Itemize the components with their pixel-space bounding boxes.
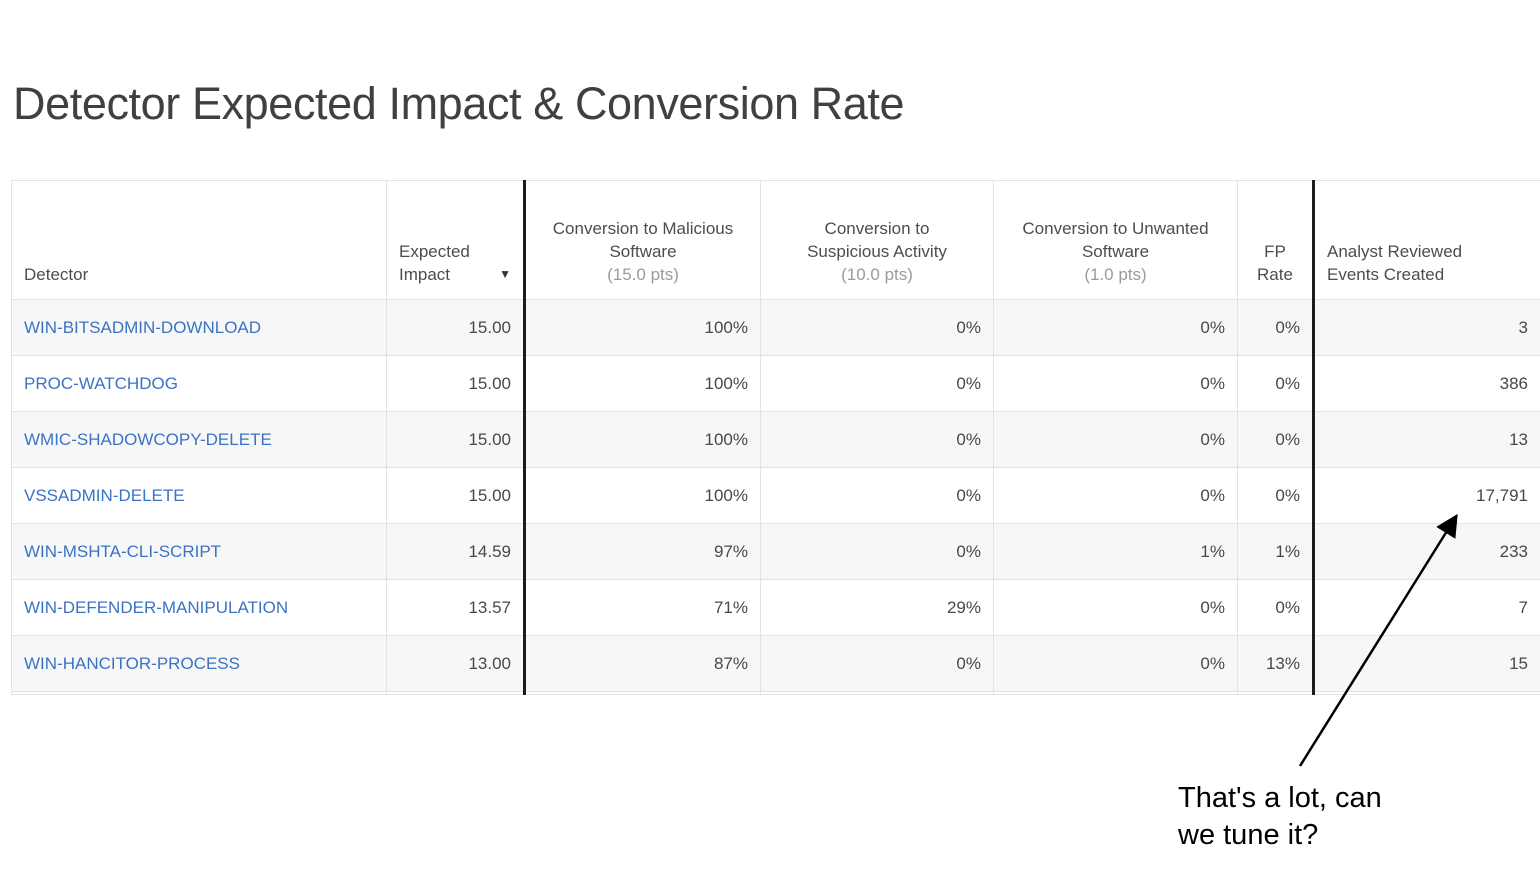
column-label: Analyst Reviewed Events Created: [1327, 242, 1463, 284]
table-row: WIN-BITSADMIN-DOWNLOAD 15.00 100% 0% 0% …: [11, 299, 1540, 356]
detector-link[interactable]: VSSADMIN-DELETE: [24, 485, 185, 505]
fp-rate-value: 13%: [1237, 635, 1314, 692]
conversion-suspicious-value: 0%: [760, 411, 994, 468]
detector-cell: WIN-BITSADMIN-DOWNLOAD: [11, 299, 387, 356]
column-header-conversion-malicious[interactable]: Conversion to Malicious Software (15.0 p…: [523, 180, 761, 300]
column-label: Conversion to Unwanted Software: [1022, 219, 1209, 261]
detector-cell: WMIC-SHADOWCOPY-DELETE: [11, 411, 387, 468]
column-header-expected-impact[interactable]: Expected Impact ▼: [386, 180, 525, 300]
column-points-sublabel: (1.0 pts): [1084, 265, 1147, 284]
events-created-value: 7: [1312, 579, 1540, 636]
table-row: WIN-MSHTA-CLI-SCRIPT 14.59 97% 0% 1% 1% …: [11, 523, 1540, 580]
events-created-value: 3: [1312, 299, 1540, 356]
expected-impact-value: 13.00: [386, 635, 525, 692]
column-header-analyst-events[interactable]: Analyst Reviewed Events Created: [1312, 180, 1540, 300]
column-header-fp-rate[interactable]: FP Rate: [1237, 180, 1314, 300]
fp-rate-value: 0%: [1237, 355, 1314, 412]
detector-cell: WIN-HANCITOR-PROCESS: [11, 635, 387, 692]
expected-impact-value: 14.59: [386, 523, 525, 580]
fp-rate-value: 0%: [1237, 299, 1314, 356]
detector-cell: WIN-DEFENDER-MANIPULATION: [11, 579, 387, 636]
table-row: PROC-WATCHDOG 15.00 100% 0% 0% 0% 386: [11, 355, 1540, 412]
table-row-cutoff: [11, 691, 1540, 695]
column-header-detector[interactable]: Detector: [11, 180, 387, 300]
conversion-unwanted-value: 0%: [993, 467, 1238, 524]
conversion-malicious-value: 71%: [523, 579, 761, 636]
detector-link[interactable]: PROC-WATCHDOG: [24, 373, 178, 393]
conversion-malicious-value: 97%: [523, 523, 761, 580]
conversion-unwanted-value: 0%: [993, 635, 1238, 692]
column-points-sublabel: (10.0 pts): [841, 265, 913, 284]
events-created-value: 13: [1312, 411, 1540, 468]
fp-rate-value: 1%: [1237, 523, 1314, 580]
page-title: Detector Expected Impact & Conversion Ra…: [13, 78, 905, 129]
expected-impact-value: 15.00: [386, 299, 525, 356]
column-label: Conversion to Malicious Software: [552, 219, 734, 261]
annotation-text: That's a lot, can we tune it?: [1178, 782, 1382, 851]
fp-rate-value: 0%: [1237, 467, 1314, 524]
conversion-unwanted-value: 0%: [993, 355, 1238, 412]
conversion-malicious-value: 100%: [523, 467, 761, 524]
conversion-suspicious-value: 0%: [760, 523, 994, 580]
expected-impact-value: 15.00: [386, 355, 525, 412]
column-points-sublabel: (15.0 pts): [607, 265, 679, 284]
column-header-conversion-unwanted[interactable]: Conversion to Unwanted Software (1.0 pts…: [993, 180, 1238, 300]
detector-link[interactable]: WMIC-SHADOWCOPY-DELETE: [24, 429, 272, 449]
conversion-unwanted-value: 0%: [993, 411, 1238, 468]
sort-descending-icon[interactable]: ▼: [499, 267, 511, 281]
conversion-unwanted-value: 1%: [993, 523, 1238, 580]
conversion-suspicious-value: 0%: [760, 355, 994, 412]
conversion-suspicious-value: 0%: [760, 299, 994, 356]
conversion-unwanted-value: 0%: [993, 299, 1238, 356]
table-row: VSSADMIN-DELETE 15.00 100% 0% 0% 0% 17,7…: [11, 467, 1540, 524]
detector-link[interactable]: WIN-HANCITOR-PROCESS: [24, 653, 240, 673]
events-created-value: 15: [1312, 635, 1540, 692]
expected-impact-value: 13.57: [386, 579, 525, 636]
detector-cell: PROC-WATCHDOG: [11, 355, 387, 412]
column-label: Conversion to Suspicious Activity: [807, 219, 947, 261]
conversion-unwanted-value: 0%: [993, 579, 1238, 636]
conversion-malicious-value: 100%: [523, 411, 761, 468]
header-row: Detector Expected Impact ▼ Conversion to…: [11, 180, 1540, 300]
conversion-malicious-value: 100%: [523, 299, 761, 356]
conversion-malicious-value: 100%: [523, 355, 761, 412]
expected-impact-value: 15.00: [386, 467, 525, 524]
events-created-value: 386: [1312, 355, 1540, 412]
detector-cell: VSSADMIN-DELETE: [11, 467, 387, 524]
table-row: WIN-DEFENDER-MANIPULATION 13.57 71% 29% …: [11, 579, 1540, 636]
detector-link[interactable]: WIN-MSHTA-CLI-SCRIPT: [24, 541, 222, 561]
table-row: WMIC-SHADOWCOPY-DELETE 15.00 100% 0% 0% …: [11, 411, 1540, 468]
conversion-suspicious-value: 0%: [760, 467, 994, 524]
fp-rate-value: 0%: [1237, 579, 1314, 636]
detector-link[interactable]: WIN-DEFENDER-MANIPULATION: [24, 597, 289, 617]
expected-impact-value: 15.00: [386, 411, 525, 468]
events-created-value: 233: [1312, 523, 1540, 580]
conversion-suspicious-value: 0%: [760, 635, 994, 692]
detector-cell: WIN-MSHTA-CLI-SCRIPT: [11, 523, 387, 580]
column-header-conversion-suspicious[interactable]: Conversion to Suspicious Activity (10.0 …: [760, 180, 994, 300]
detector-link[interactable]: WIN-BITSADMIN-DOWNLOAD: [24, 317, 262, 337]
column-label: FP Rate: [1257, 242, 1293, 284]
column-label: Expected Impact: [399, 242, 470, 284]
conversion-suspicious-value: 29%: [760, 579, 994, 636]
conversion-malicious-value: 87%: [523, 635, 761, 692]
table-row: WIN-HANCITOR-PROCESS 13.00 87% 0% 0% 13%…: [11, 635, 1540, 692]
events-created-value-highlighted: 17,791: [1312, 467, 1540, 524]
column-label: Detector: [24, 265, 89, 284]
fp-rate-value: 0%: [1237, 411, 1314, 468]
detector-impact-table: Detector Expected Impact ▼ Conversion to…: [11, 180, 1540, 695]
